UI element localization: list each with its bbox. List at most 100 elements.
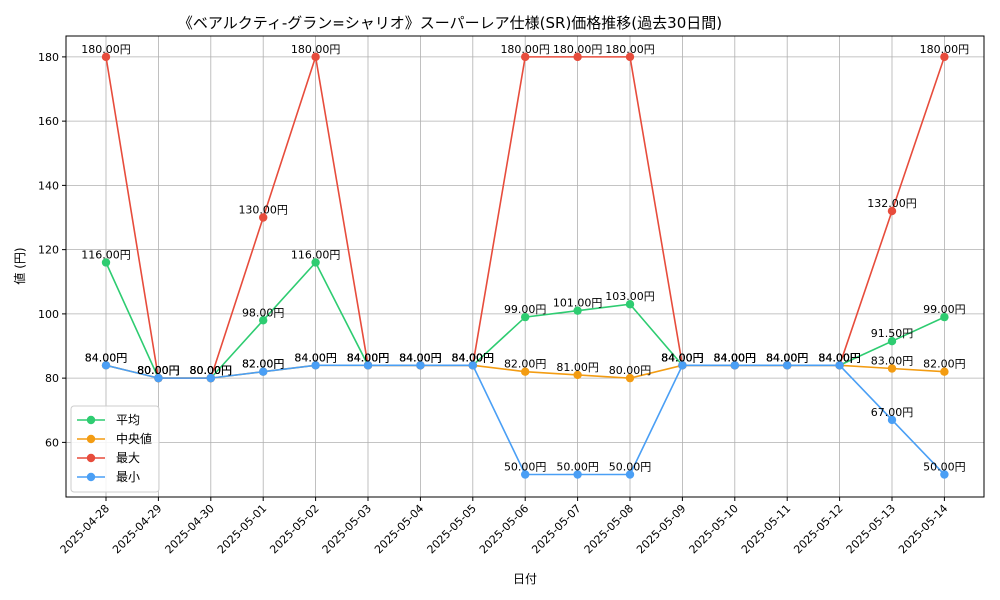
data-label: 116.00円 [81, 248, 131, 261]
legend-label: 平均 [116, 413, 140, 427]
data-label: 84.00円 [452, 351, 495, 364]
data-label: 84.00円 [399, 351, 442, 364]
legend-marker [86, 453, 96, 463]
data-label: 50.00円 [609, 461, 652, 474]
data-labels: 116.00円 80.00円 80.00円 98.00円 116.00円 84.00円 84… [81, 43, 969, 474]
x-tick-label: 2025-05-03 [320, 502, 374, 556]
legend-marker [86, 472, 96, 482]
data-label: 84.00円 [399, 351, 442, 364]
data-label: 84.00円 [661, 351, 704, 364]
data-label: 80.00円 [137, 364, 180, 377]
data-label: 80.00円 [137, 364, 180, 377]
data-label: 84.00円 [714, 351, 757, 364]
legend-label: 最小 [116, 470, 140, 484]
data-label: 50.00円 [556, 461, 599, 474]
x-tick-label: 2025-05-06 [477, 502, 531, 556]
series-3 [101, 361, 949, 479]
data-label: 180.00円 [553, 43, 603, 56]
data-label: 84.00円 [818, 351, 861, 364]
data-label: 84.00円 [661, 351, 704, 364]
data-label: 180.00円 [81, 43, 131, 56]
data-label: 50.00円 [504, 461, 547, 474]
data-label: 80.00円 [190, 364, 233, 377]
data-point [940, 52, 949, 62]
data-point [835, 361, 844, 370]
data-label: 80.00円 [609, 364, 652, 377]
data-label: 82.00円 [242, 358, 285, 371]
data-label: 84.00円 [818, 351, 861, 364]
data-label: 82.00円 [242, 358, 285, 371]
data-label: 80.00円 [137, 364, 180, 377]
data-label: 82.00円 [923, 358, 966, 371]
y-axis-label: 値 (円) [12, 247, 27, 284]
data-label: 84.00円 [347, 351, 390, 364]
y-tick-label: 100 [38, 308, 59, 321]
legend-marker [86, 415, 96, 425]
data-label: 84.00円 [294, 351, 337, 364]
data-label: 91.50円 [871, 327, 914, 340]
data-label: 84.00円 [452, 351, 495, 364]
y-tick-label: 160 [38, 115, 59, 128]
legend-item: 最大 [77, 451, 140, 465]
x-tick-label: 2025-05-04 [372, 502, 426, 556]
data-point [521, 52, 530, 62]
data-point [154, 373, 163, 383]
data-label: 98.00円 [242, 306, 285, 319]
data-label: 50.00円 [923, 461, 966, 474]
grid [66, 36, 984, 497]
data-label: 103.00円 [605, 290, 655, 303]
data-point [887, 336, 897, 346]
x-tick-label: 2025-05-01 [215, 502, 269, 556]
data-label: 180.00円 [291, 43, 341, 56]
data-point [625, 373, 635, 383]
data-point [259, 316, 268, 325]
data-point [363, 361, 373, 370]
x-tick-label: 2025-05-13 [844, 502, 898, 556]
data-point [573, 370, 582, 380]
data-label: 101.00円 [553, 297, 603, 310]
data-label: 82.00円 [504, 358, 547, 371]
data-label: 84.00円 [347, 351, 390, 364]
data-point [887, 364, 897, 373]
data-point [940, 367, 949, 376]
data-label: 84.00円 [818, 351, 861, 364]
data-point [101, 52, 111, 62]
data-point [940, 312, 949, 322]
data-point [783, 361, 792, 370]
data-point [730, 361, 739, 370]
x-tick-label: 2025-05-05 [425, 502, 479, 556]
x-tick-label: 2025-05-11 [739, 502, 793, 556]
data-point [625, 470, 635, 479]
data-point [940, 470, 949, 479]
x-tick-label: 2025-04-28 [58, 502, 112, 556]
data-point [101, 258, 111, 267]
y-tick-label: 180 [38, 51, 59, 64]
legend-marker [86, 434, 96, 444]
data-label: 84.00円 [661, 351, 704, 364]
data-label: 84.00円 [399, 351, 442, 364]
data-point [887, 206, 897, 216]
data-label: 130.00円 [238, 204, 288, 217]
data-label: 80.00円 [190, 364, 233, 377]
data-point [311, 258, 320, 267]
data-point [416, 361, 425, 370]
data-point [311, 52, 320, 62]
data-label: 84.00円 [85, 351, 128, 364]
x-tick-label: 2025-05-02 [267, 502, 321, 556]
legend-label: 中央値 [116, 431, 152, 446]
data-label: 84.00円 [661, 351, 704, 364]
data-label: 132.00円 [867, 197, 917, 210]
x-tick-label: 2025-05-10 [687, 502, 741, 556]
data-point [468, 361, 477, 370]
data-label: 84.00円 [452, 351, 495, 364]
data-label: 84.00円 [294, 351, 337, 364]
legend-label: 最大 [116, 451, 140, 465]
data-label: 84.00円 [399, 351, 442, 364]
data-label: 84.00円 [766, 351, 809, 364]
data-label: 84.00円 [85, 351, 128, 364]
data-label: 80.00円 [190, 364, 233, 377]
data-label: 83.00円 [871, 354, 914, 367]
data-label: 84.00円 [714, 351, 757, 364]
data-label: 84.00円 [766, 351, 809, 364]
y-tick-label: 80 [45, 372, 59, 385]
